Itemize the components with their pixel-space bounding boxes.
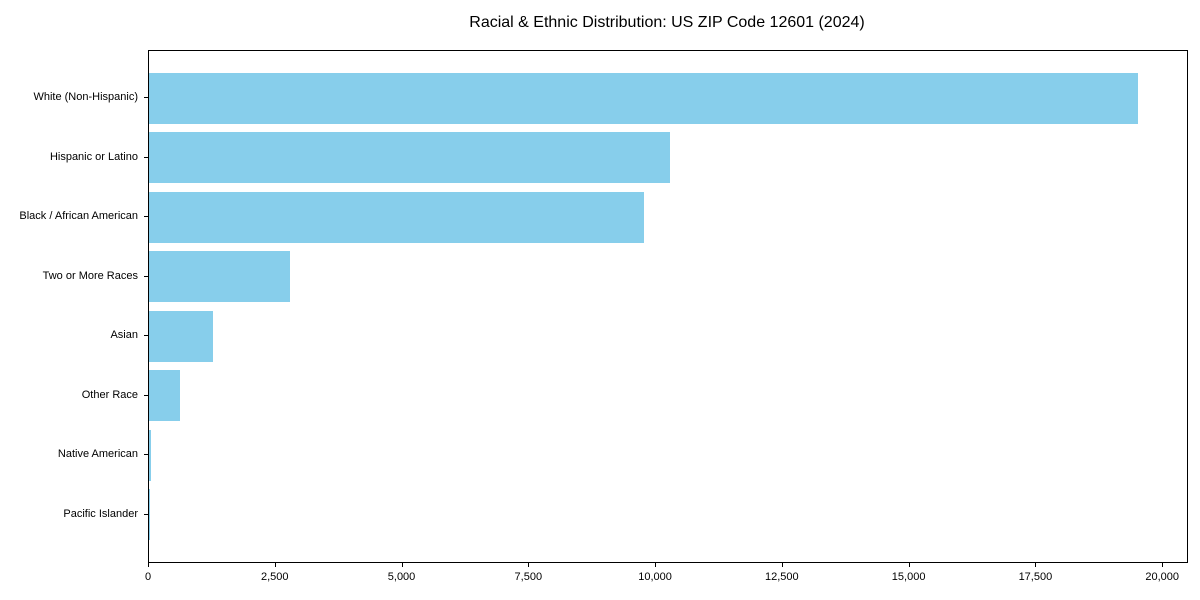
y-tick-label: Hispanic or Latino xyxy=(49,150,138,163)
bar-two-or-more-races xyxy=(149,251,290,303)
y-tick-mark xyxy=(144,513,148,515)
plot-area xyxy=(148,50,1188,563)
y-tick-mark xyxy=(144,335,148,337)
x-tick-mark xyxy=(1035,563,1037,567)
chart-title: Racial & Ethnic Distribution: US ZIP Cod… xyxy=(469,14,865,31)
bar-white-non-hispanic xyxy=(149,72,1138,124)
bar-hispanic-or-latino xyxy=(149,132,671,184)
y-tick-label: White (Non-Hispanic) xyxy=(33,91,138,103)
x-tick-mark xyxy=(528,563,530,567)
y-tick-label: Asian xyxy=(110,329,138,342)
x-tick-label: 20,000 xyxy=(1145,571,1179,583)
x-tick-mark xyxy=(274,563,276,567)
bar-asian xyxy=(149,310,214,362)
x-tick-label: 12,500 xyxy=(765,571,799,583)
x-tick-mark xyxy=(655,563,657,567)
x-tick-label: 10,000 xyxy=(638,571,672,583)
y-tick-label: Other Race xyxy=(81,388,138,401)
x-tick-label: 15,000 xyxy=(891,571,926,583)
y-tick-mark xyxy=(144,156,148,158)
x-tick-label: 7,500 xyxy=(514,571,543,583)
x-tick-mark xyxy=(908,563,910,567)
x-tick-mark xyxy=(1162,563,1164,567)
bar-pacific-islander xyxy=(149,489,150,541)
x-tick-label: 2,500 xyxy=(261,571,289,583)
x-tick-mark xyxy=(148,563,149,567)
x-tick-mark xyxy=(781,563,783,567)
x-tick-label: 0 xyxy=(144,571,152,583)
y-tick-mark xyxy=(144,275,148,277)
y-tick-label: Black / African American xyxy=(19,210,138,223)
y-tick-label: Pacific Islander xyxy=(63,507,138,520)
bar-native-american xyxy=(149,429,152,481)
x-tick-label: 17,500 xyxy=(1018,571,1053,583)
y-tick-label: Native American xyxy=(57,448,138,461)
bar-other-race xyxy=(149,370,180,422)
y-tick-mark xyxy=(144,97,148,98)
y-tick-label: Two or More Races xyxy=(42,269,138,282)
y-tick-mark xyxy=(144,216,148,218)
x-tick-label: 5,000 xyxy=(387,571,416,583)
y-tick-mark xyxy=(144,454,148,456)
y-tick-mark xyxy=(144,394,148,396)
x-tick-mark xyxy=(401,563,403,567)
bar-black-african-american xyxy=(149,191,645,243)
